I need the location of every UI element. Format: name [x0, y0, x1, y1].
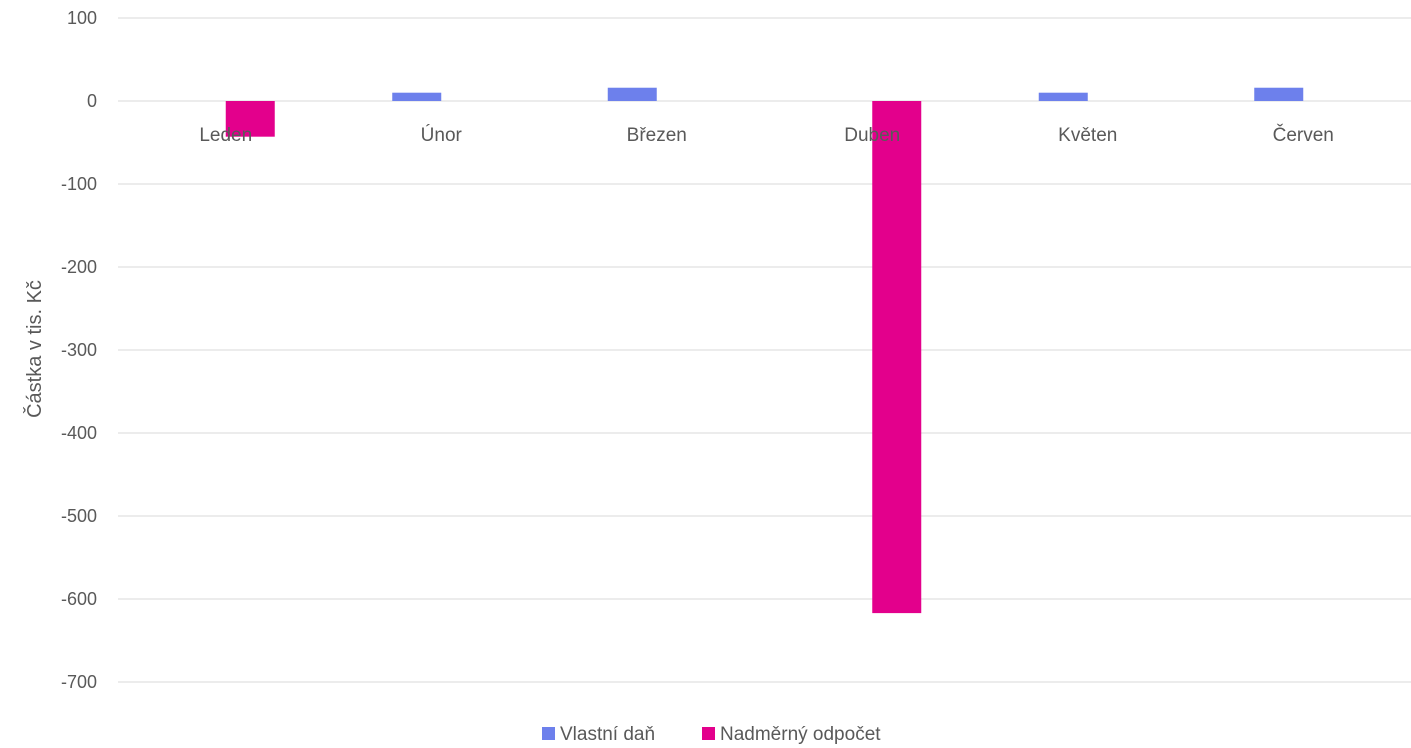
category-label: Únor [421, 124, 463, 146]
y-tick-label: -300 [61, 340, 97, 360]
bar-vlastni-dan [1038, 92, 1088, 101]
y-tick-label: -600 [61, 589, 97, 609]
bar-vlastni-dan [392, 92, 442, 101]
y-tick-label: -100 [61, 174, 97, 194]
legend-swatch [542, 727, 555, 740]
category-labels: Leden Únor Březen Duben Květen Červen [199, 124, 1334, 146]
legend-swatch [702, 727, 715, 740]
legend-label: Vlastní daň [560, 724, 655, 745]
bar-vlastni-dan [1254, 87, 1304, 101]
category-label: Duben [844, 125, 900, 146]
category-label: Květen [1058, 125, 1117, 146]
y-tick-label: -400 [61, 423, 97, 443]
bar-vlastni-dan [607, 87, 657, 101]
category-label: Leden [199, 125, 252, 146]
gridlines [118, 17, 1411, 683]
bars [225, 87, 1304, 614]
y-tick-label: 0 [87, 91, 97, 111]
y-tick-labels: 100 0 -100 -200 -300 -400 -500 -600 -700 [61, 8, 97, 692]
y-tick-label: -700 [61, 672, 97, 692]
y-tick-label: -500 [61, 506, 97, 526]
y-axis-title: Částka v tis. Kč [23, 280, 46, 418]
y-tick-label: -200 [61, 257, 97, 277]
legend: Vlastní daň Nadměrný odpočet [542, 724, 881, 745]
category-label: Březen [627, 125, 687, 146]
category-label: Červen [1273, 124, 1334, 146]
bar-nadmerny-odpocet [225, 101, 275, 137]
legend-label: Nadměrný odpočet [720, 724, 881, 745]
bar-nadmerny-odpocet [872, 101, 922, 614]
y-tick-label: 100 [67, 8, 97, 28]
